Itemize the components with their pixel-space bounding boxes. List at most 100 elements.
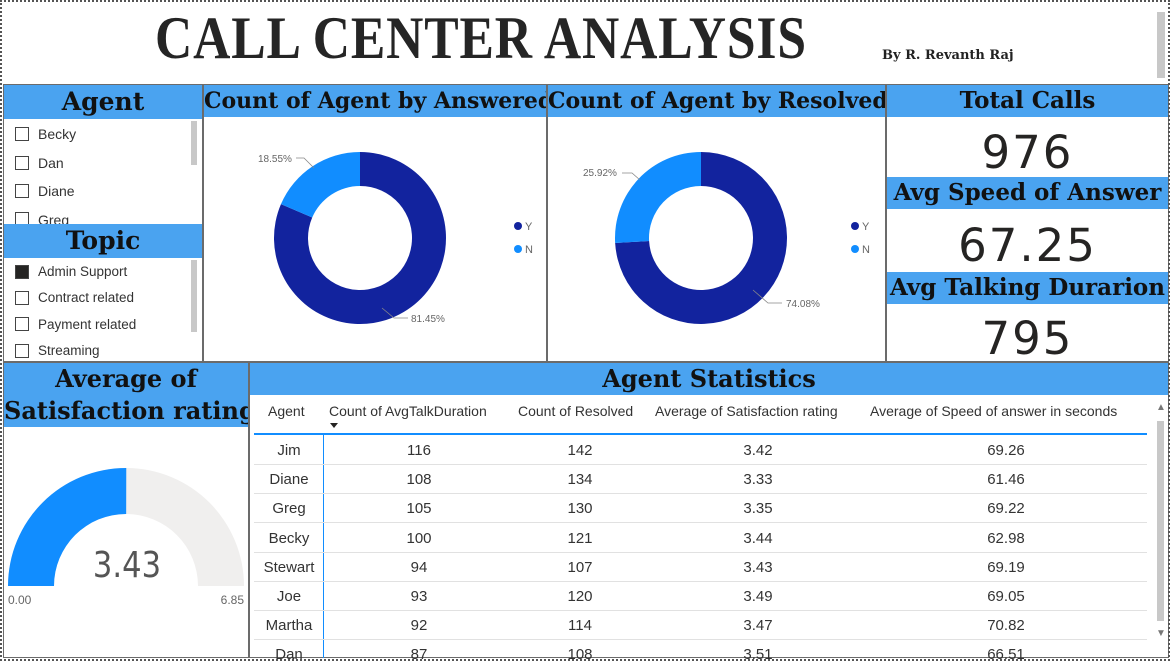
gauge-min-label: 0.00 (8, 593, 32, 607)
table-scrollbar[interactable] (1157, 421, 1164, 621)
answered-leader-n (296, 157, 315, 169)
table-cell: 69.05 (987, 588, 1025, 605)
table-row[interactable]: Jim 116 142 3.42 69.26 (254, 436, 1147, 465)
avg-talk-value: 795 (981, 312, 1074, 365)
table-row[interactable]: Diane 108 134 3.33 61.46 (254, 465, 1147, 495)
topic-slicer-title: Topic (4, 224, 202, 258)
resolved-donut-chart: 74.08% 25.92% Y N (583, 152, 870, 324)
table-cell: Joe (276, 588, 302, 605)
table-cell: 3.51 (743, 646, 773, 661)
answered-leader-y (381, 307, 408, 319)
table-cell: 62.98 (987, 529, 1025, 547)
topic-option-label: Contract related (38, 290, 135, 306)
checkbox-icon[interactable] (15, 211, 29, 224)
table-row[interactable]: Becky 100 121 3.44 62.98 (254, 524, 1147, 553)
agent-option-diane[interactable]: Diane (15, 183, 75, 199)
answered-legend-n: N (525, 244, 533, 256)
topic-option-label: Streaming (38, 343, 100, 359)
checkbox-checked-icon[interactable] (15, 264, 29, 279)
answered-legend-y-dot (514, 222, 522, 230)
topic-slicer-scrollbar[interactable] (191, 260, 197, 332)
agent-stats-title: Agent Statistics (250, 363, 1168, 395)
table-cell: 3.33 (743, 471, 773, 489)
table-cell: 114 (568, 617, 592, 635)
donut-slice-n[interactable] (615, 152, 701, 243)
table-cell: 120 (567, 588, 593, 605)
topic-slicer: Topic (3, 224, 203, 362)
table-row[interactable]: Greg 105 130 3.35 69.22 (254, 494, 1147, 524)
table-row[interactable]: Martha 92 114 3.47 70.82 (254, 611, 1147, 641)
kpi-panel (886, 84, 1169, 362)
table-row[interactable]: Dan 87 108 3.51 66.51 (254, 640, 1147, 661)
avg-speed-title: Avg Speed of Answer (887, 177, 1168, 209)
donut-slice-y[interactable] (274, 152, 446, 324)
agent-option-greg[interactable]: Greg (15, 211, 69, 224)
gauge-value-label: 3.43 (93, 544, 161, 586)
gauge-fill[interactable] (8, 468, 127, 586)
gauge-title-line1: Average of (55, 364, 197, 393)
table-cell: 142 (567, 442, 593, 459)
table-cell: 70.82 (987, 617, 1025, 635)
col-header-talk-duration[interactable]: Count of AvgTalkDuration (329, 403, 487, 419)
table-cell: 3.47 (743, 617, 773, 635)
agent-slicer-title: Agent (4, 85, 202, 119)
topic-option-admin-support[interactable]: Admin Support (15, 264, 127, 279)
table-cell: 87 (410, 646, 428, 661)
table-cell: 66.51 (987, 646, 1025, 661)
table-scroll-up-icon[interactable]: ▲ (1156, 402, 1166, 413)
table-cell: Stewart (263, 558, 315, 576)
table-cell: 3.49 (743, 588, 773, 605)
resolved-legend-y: Y (862, 221, 870, 233)
col-header-resolved[interactable]: Count of Resolved (518, 403, 634, 419)
table-row[interactable]: Joe 93 120 3.49 69.05 (254, 582, 1147, 611)
agent-slicer-scrollbar[interactable] (191, 121, 197, 165)
answered-legend-y: Y (525, 221, 533, 233)
table-row[interactable]: Stewart 94 107 3.43 69.19 (254, 553, 1147, 582)
table-cell: 116 (407, 442, 431, 459)
sort-desc-icon (330, 423, 338, 428)
agent-option-becky[interactable]: Becky (15, 126, 76, 142)
checkbox-icon[interactable] (15, 155, 29, 170)
gauge-max-label: 6.85 (221, 593, 245, 607)
page-scrollbar[interactable] (1157, 12, 1165, 78)
checkbox-icon[interactable] (15, 317, 29, 332)
table-cell: Martha (265, 617, 313, 635)
checkbox-icon[interactable] (15, 343, 29, 358)
resolved-chart-title: Count of Agent by Resolved (548, 85, 885, 117)
agent-option-dan[interactable]: Dan (15, 155, 64, 171)
table-cell: 94 (410, 558, 428, 576)
resolved-legend-n: N (862, 244, 870, 256)
table-cell: 3.42 (743, 442, 773, 459)
topic-option-streaming[interactable]: Streaming (15, 343, 100, 359)
table-cell: 105 (406, 500, 432, 518)
resolved-label-y: 74.08% (786, 299, 820, 310)
table-cell: 92 (410, 617, 428, 635)
table-cell: Jim (277, 442, 301, 459)
table-scroll-down-icon[interactable]: ▼ (1156, 628, 1166, 639)
table-cell: 69.19 (987, 558, 1025, 576)
answered-label-y: 81.45% (411, 314, 445, 325)
table-cell: Diane (269, 471, 309, 489)
agent-option-label: Becky (38, 126, 77, 142)
topic-option-payment-related[interactable]: Payment related (15, 317, 136, 332)
answered-legend-n-dot (514, 245, 522, 253)
table-header-divider (254, 433, 1147, 435)
table-cell: Greg (272, 500, 306, 518)
col-header-speed[interactable]: Average of Speed of answer in seconds (870, 403, 1118, 419)
table-cell: 134 (567, 471, 593, 489)
agent-option-label: Diane (38, 183, 75, 199)
donut-slice-y[interactable] (615, 152, 787, 324)
table-cell: 121 (567, 529, 593, 547)
col-header-satisfaction[interactable]: Average of Satisfaction rating (655, 403, 838, 419)
table-cell: 108 (567, 646, 593, 661)
col-header-agent[interactable]: Agent (268, 403, 305, 419)
table-cell: 3.44 (743, 529, 773, 547)
checkbox-icon[interactable] (15, 290, 29, 305)
table-cell: 69.22 (987, 500, 1025, 518)
donut-slice-n[interactable] (280, 152, 360, 218)
topic-option-label: Admin Support (38, 264, 128, 279)
checkbox-icon[interactable] (15, 127, 29, 141)
topic-option-contract-related[interactable]: Contract related (15, 290, 134, 305)
checkbox-icon[interactable] (15, 184, 29, 198)
table-cell: Becky (268, 529, 310, 547)
